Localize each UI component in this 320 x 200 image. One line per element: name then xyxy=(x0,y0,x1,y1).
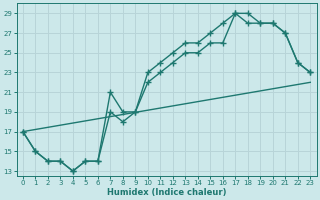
X-axis label: Humidex (Indice chaleur): Humidex (Indice chaleur) xyxy=(107,188,226,197)
